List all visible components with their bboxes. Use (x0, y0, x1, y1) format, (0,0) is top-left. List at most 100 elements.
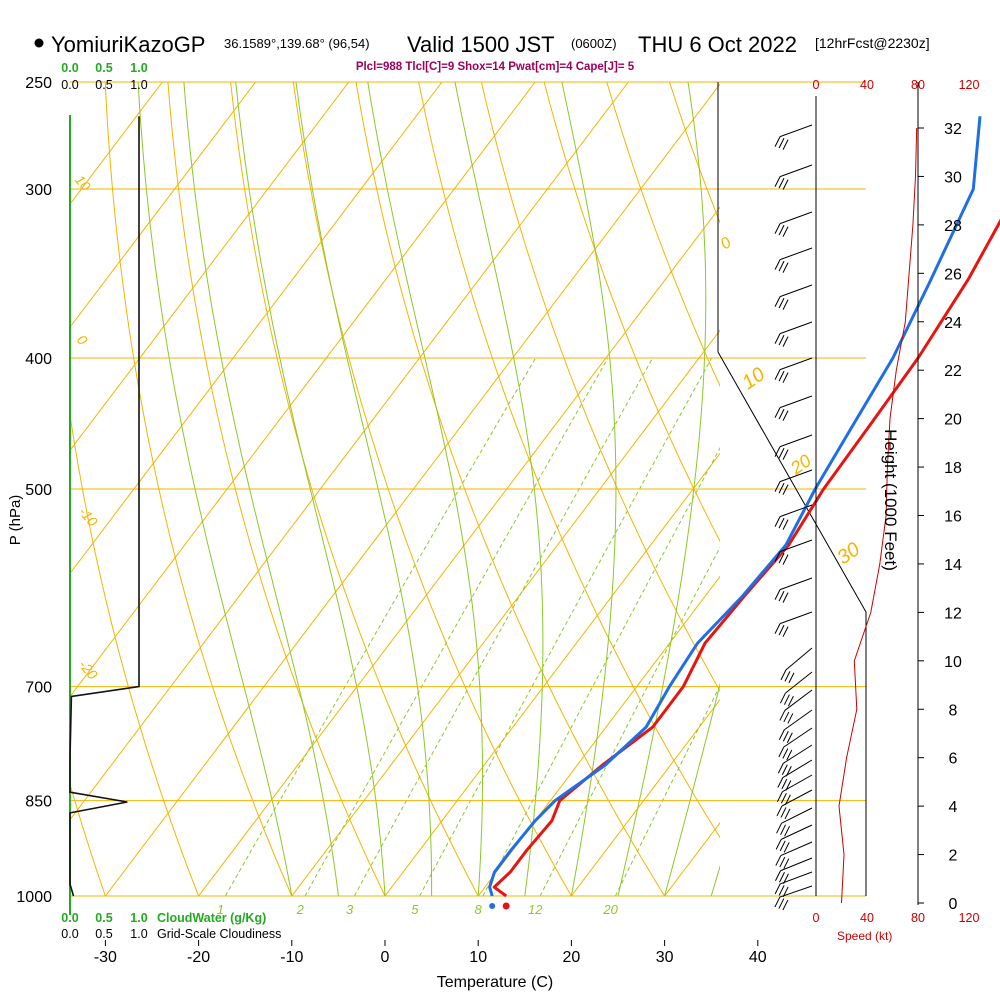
wind-panel-edge (717, 351, 867, 896)
speed-tick-top: 120 (959, 78, 980, 92)
wind-barb (774, 434, 813, 460)
isotherm-label: 0 (74, 332, 91, 348)
wind-barb-flag (774, 369, 781, 380)
dry-adiabat-line (858, 82, 1000, 896)
cloudwater-label: CloudWater (g/Kg) (157, 911, 266, 925)
height-tick-label: 16 (944, 509, 962, 526)
text-layer: YomiuriKazoGP 36.1589°,139.68° (96,54) V… (7, 32, 930, 991)
wind-barb-flag (774, 259, 781, 270)
wind-barb-flag (778, 447, 785, 459)
wind-barb-staff (779, 577, 813, 591)
wind-barb (774, 247, 813, 273)
mixing-ratio-label: 8 (475, 902, 483, 917)
wind-barb-flag (782, 226, 789, 237)
wind-barb-flag (774, 883, 781, 895)
wind-barb-flag (787, 695, 794, 707)
wind-barb-flag (777, 777, 784, 788)
dry-adiabat-line (355, 82, 666, 896)
wind-barb-staff (782, 774, 813, 793)
pressure-tick-label: 250 (25, 75, 52, 92)
wind-barb (778, 727, 813, 761)
grid-layer: 1 2 3 5 8 12 20100-10-200102030250300400500700… (16, 75, 1000, 966)
dry-adiabat-line (292, 82, 572, 896)
dry-adiabat-line (418, 82, 720, 839)
moist-adiabat-line (137, 82, 293, 896)
wind-barb-flag (779, 710, 786, 721)
height-tick-label: 20 (944, 412, 962, 429)
wind-barb-flag (778, 408, 785, 420)
temperature-profile-line (492, 218, 1000, 898)
wind-barb-flag (782, 372, 789, 383)
wind-barb-flag (779, 872, 785, 883)
wind-barb (774, 871, 813, 898)
isotherm-label: 10 (72, 172, 94, 194)
cloudiness-profile-line (69, 116, 140, 897)
dry-adiabat-line (983, 82, 1000, 896)
mixing-ratio-label: 5 (411, 902, 419, 917)
wind-barb (774, 504, 813, 530)
height-tick-label: 4 (949, 799, 958, 816)
wind-barb-flag (778, 624, 785, 636)
wind-barb-flag (782, 748, 789, 759)
wind-barb-flag (781, 764, 788, 775)
wind-barb (774, 321, 813, 347)
height-tick-label: 18 (944, 460, 962, 477)
wind-barb (774, 164, 813, 190)
skew-label: 0 (718, 234, 735, 253)
dry-adiabat-line (167, 82, 386, 896)
wind-barb-staff (779, 469, 813, 483)
pressure-tick-label: 850 (25, 794, 52, 811)
wind-barb-flag (788, 672, 795, 684)
cloudwater-scale-bottom: 0.0 (61, 911, 78, 925)
pressure-tick-label: 500 (25, 482, 52, 499)
temp-tick-label: -30 (94, 949, 117, 966)
site-name: YomiuriKazoGP (51, 32, 205, 57)
wind-barb-flag (778, 260, 785, 272)
wind-barb-staff (783, 744, 813, 764)
wind-barb (774, 211, 813, 237)
wind-barb-staff (779, 211, 813, 225)
wind-barb (779, 671, 813, 707)
moist-adiabat-line (617, 82, 707, 896)
wind-barb-flag (782, 299, 789, 310)
cloudiness-scale-top: 1.0 (130, 78, 147, 92)
moist-adiabat-line (664, 682, 720, 896)
x-axis-title: Temperature (C) (437, 974, 553, 991)
speed-tick-top: 80 (911, 78, 925, 92)
wind-barb (775, 824, 813, 853)
wind-barb-flag (775, 839, 782, 850)
isotherm-line (851, 82, 1000, 896)
cloudiness-scale-bottom: 0.5 (95, 927, 112, 941)
wind-barb-flag (774, 481, 781, 492)
wind-barb-flag (774, 223, 781, 234)
wind-barb (776, 807, 813, 837)
site-coords: 36.1589°,139.68° (96,54) (224, 36, 370, 51)
cloudwater-scale-top: 1.0 (130, 61, 147, 75)
wind-barb-staff (779, 434, 813, 448)
pressure-tick-label: 1000 (16, 889, 52, 906)
wind-barb-flag (778, 370, 785, 382)
wind-barb-staff (779, 357, 813, 371)
height-tick-label: 10 (944, 654, 962, 671)
wind-barb-flag (776, 791, 783, 802)
cloudiness-label: Grid-Scale Cloudiness (157, 927, 281, 941)
wind-barb-flag (774, 623, 781, 634)
wind-barb-flag (782, 484, 789, 495)
mixing-ratio-line (614, 684, 720, 896)
temp-tick-label: -20 (187, 949, 210, 966)
wind-barb-flag (778, 517, 785, 529)
temp-tick-label: 40 (749, 949, 767, 966)
dry-adiabat-line (543, 82, 720, 543)
dry-adiabat-line (920, 82, 1000, 896)
wind-barb-staff (779, 885, 813, 898)
isotherm-label: -10 (76, 504, 101, 530)
isotherm-line (70, 82, 256, 329)
isotherm-line (477, 575, 720, 896)
temp-tick-label: 0 (381, 949, 390, 966)
mixing-ratio-label: 12 (528, 902, 543, 917)
wind-barb-staff (785, 671, 813, 694)
wind-barb-flag (774, 407, 781, 418)
dry-adiabat-line (104, 82, 293, 896)
moist-adiabat-line (295, 82, 433, 896)
